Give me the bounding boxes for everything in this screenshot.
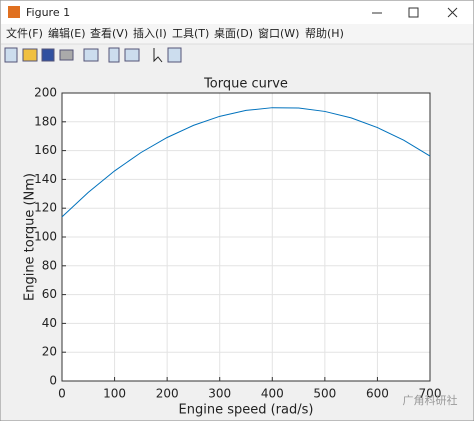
title-bar xyxy=(1,1,473,24)
menu-item[interactable]: 工具(T) xyxy=(172,27,209,40)
menu-item[interactable]: 插入(I) xyxy=(133,26,167,40)
print-icon[interactable] xyxy=(59,49,74,61)
open-icon[interactable] xyxy=(22,48,38,62)
y-tick-label: 20 xyxy=(42,345,57,359)
menu-item[interactable]: 编辑(E) xyxy=(48,26,86,40)
axes: 0 100 200 300 400 500 600 700 0 20 40 60 80 100 120 140… xyxy=(23,77,442,418)
menu-item[interactable]: 窗口(W) xyxy=(258,26,299,40)
property-icon[interactable] xyxy=(167,47,182,63)
x-tick-label: 100 xyxy=(103,387,126,401)
link-icon[interactable] xyxy=(83,48,99,62)
data-line xyxy=(61,107,431,218)
menu-item[interactable]: 查看(V) xyxy=(90,26,128,40)
y-tick-label: 180 xyxy=(34,114,57,128)
menu-bar xyxy=(1,24,473,44)
y-tick-label: 200 xyxy=(34,86,57,100)
window-title: Figure 1 xyxy=(26,6,70,19)
watermark: 广角科研社 xyxy=(403,393,458,407)
x-tick-label: 400 xyxy=(261,387,284,401)
y-tick-label: 140 xyxy=(34,172,57,186)
menu-item[interactable]: 桌面(D) xyxy=(214,27,253,40)
y-tick-label: 0 xyxy=(49,374,57,388)
x-tick-label: 200 xyxy=(156,387,179,401)
y-tick-label: 160 xyxy=(34,143,57,157)
app-icon xyxy=(8,6,20,18)
x-tick-label: 500 xyxy=(313,387,336,401)
x-tick-label: 0 xyxy=(58,387,66,401)
y-tick-label: 60 xyxy=(42,287,57,301)
legend-icon[interactable] xyxy=(124,48,140,62)
new-icon[interactable] xyxy=(4,47,18,63)
y-tick-label: 40 xyxy=(42,316,57,330)
pointer-icon[interactable] xyxy=(153,48,163,63)
menu: 文件(F) 编辑(E) 查看(V) 插入(I) 工具(T) 桌面(D) 窗口(W) 帮助(H) xyxy=(6,26,344,40)
y-tick-label: 80 xyxy=(42,258,57,272)
x-axis-label: Engine speed (rad/s) xyxy=(179,403,314,418)
x-tick-label: 300 xyxy=(208,387,231,401)
x-tick-label: 700 xyxy=(419,387,442,401)
close-button[interactable] xyxy=(447,7,458,18)
axes-box xyxy=(61,92,431,382)
chart-title: Torque curve xyxy=(203,77,288,92)
colorbar-icon[interactable] xyxy=(108,47,120,63)
x-tick-label: 600 xyxy=(366,387,389,401)
maximize-button[interactable] xyxy=(408,7,419,18)
y-axis-label: Engine torque (Nm) xyxy=(23,173,38,301)
toolbar xyxy=(4,47,182,63)
menu-item[interactable]: 文件(F) xyxy=(6,26,43,40)
y-tick-label: 120 xyxy=(34,201,57,215)
y-tick-label: 100 xyxy=(34,230,57,244)
menu-item[interactable]: 帮助(H) xyxy=(305,26,344,40)
save-icon[interactable] xyxy=(41,48,55,62)
